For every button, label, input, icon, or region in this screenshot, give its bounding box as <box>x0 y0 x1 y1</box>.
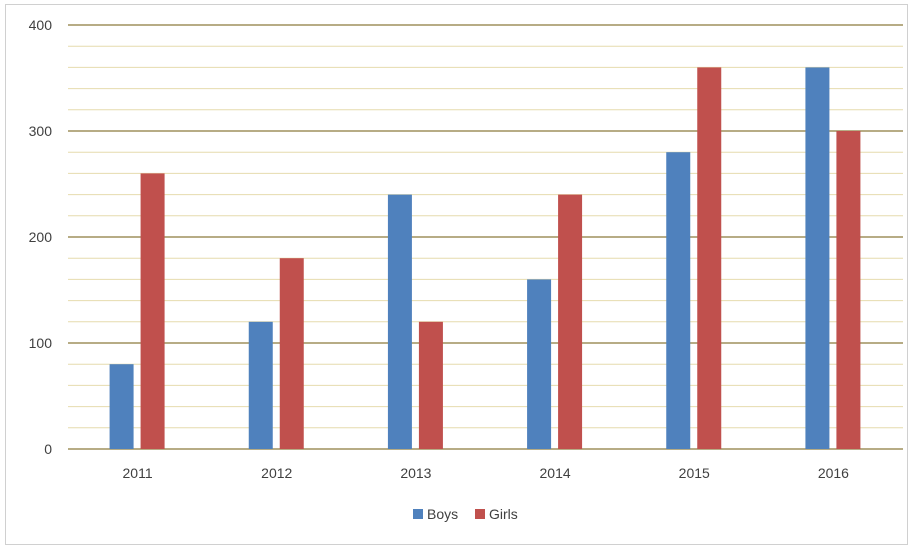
x-tick-label: 2013 <box>400 465 431 481</box>
bar-girls-2011 <box>140 173 165 449</box>
bar-boys-2013 <box>387 194 412 449</box>
y-tick-label: 300 <box>29 123 53 139</box>
x-tick-label: 2011 <box>123 465 153 481</box>
y-axis-tick-labels: 0 100 200 300 400 <box>29 17 53 457</box>
bar-boys-2016 <box>805 67 830 450</box>
bar-boys-2012 <box>248 321 273 449</box>
legend-swatch-girls <box>475 509 485 519</box>
bar-girls-2014 <box>558 194 583 449</box>
gridlines <box>68 24 903 450</box>
x-axis-tick-labels: 2011 2012 2013 2014 2015 2016 <box>123 465 850 481</box>
bars <box>109 67 861 450</box>
legend: Boys Girls <box>413 506 518 522</box>
y-tick-label: 400 <box>29 17 53 33</box>
bar-boys-2014 <box>527 279 552 449</box>
bar-girls-2015 <box>697 67 722 450</box>
bar-girls-2012 <box>279 258 304 449</box>
bar-girls-2016 <box>836 131 861 449</box>
x-tick-label: 2016 <box>818 465 849 481</box>
legend-swatch-boys <box>413 509 423 519</box>
x-tick-label: 2015 <box>679 465 710 481</box>
y-tick-label: 0 <box>44 441 52 457</box>
bar-boys-2011 <box>109 364 134 449</box>
y-tick-label: 200 <box>29 229 53 245</box>
bar-girls-2013 <box>418 321 443 449</box>
y-tick-label: 100 <box>29 335 53 351</box>
x-tick-label: 2014 <box>540 465 571 481</box>
legend-label-girls: Girls <box>489 506 518 522</box>
bar-boys-2015 <box>666 152 691 449</box>
x-tick-label: 2012 <box>261 465 292 481</box>
legend-label-boys: Boys <box>427 506 458 522</box>
